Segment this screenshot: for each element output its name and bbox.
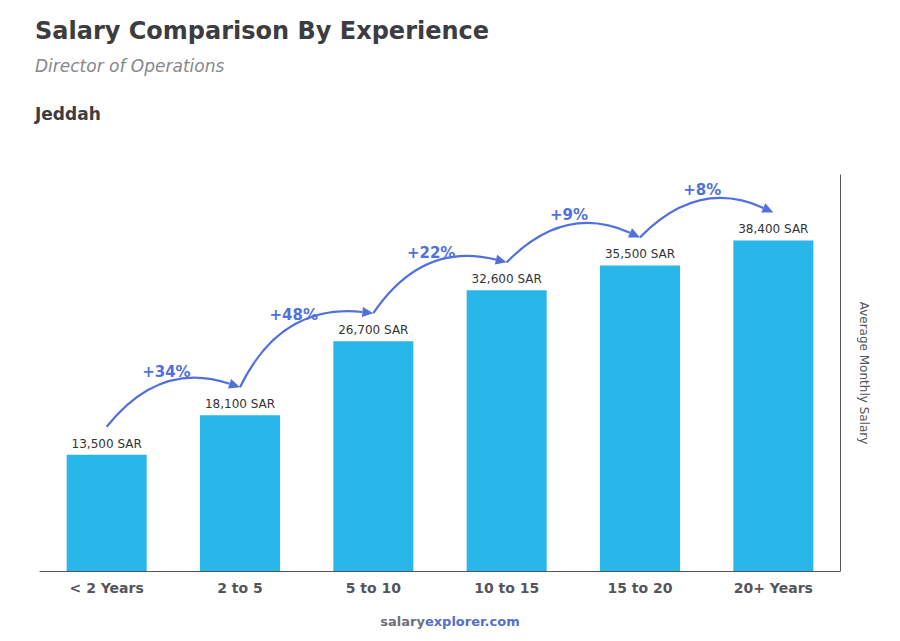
- svg-text:18,100 SAR: 18,100 SAR: [205, 397, 275, 411]
- svg-text:26,700 SAR: 26,700 SAR: [338, 323, 408, 337]
- svg-text:+8%: +8%: [683, 181, 721, 199]
- svg-text:20+ Years: 20+ Years: [734, 580, 813, 596]
- svg-text:13,500 SAR: 13,500 SAR: [72, 437, 142, 451]
- svg-text:15 to 20: 15 to 20: [607, 580, 672, 596]
- svg-text:35,500 SAR: 35,500 SAR: [605, 247, 675, 261]
- svg-text:10 to 15: 10 to 15: [474, 580, 539, 596]
- svg-text:32,600 SAR: 32,600 SAR: [472, 272, 542, 286]
- svg-text:< 2 Years: < 2 Years: [70, 580, 144, 596]
- svg-text:Salary Comparison By Experienc: Salary Comparison By Experience: [35, 17, 489, 45]
- svg-text:Jeddah: Jeddah: [34, 104, 101, 124]
- svg-text:salary: salary: [380, 614, 425, 629]
- svg-text:5 to 10: 5 to 10: [346, 580, 402, 596]
- svg-text:+22%: +22%: [407, 244, 455, 262]
- svg-text:+48%: +48%: [269, 306, 317, 324]
- svg-text:explorer.com: explorer.com: [425, 614, 520, 629]
- svg-text:38,400 SAR: 38,400 SAR: [738, 222, 808, 236]
- svg-text:+34%: +34%: [142, 363, 190, 381]
- svg-text:Average Monthly Salary: Average Monthly Salary: [857, 302, 871, 445]
- svg-text:2 to 5: 2 to 5: [217, 580, 263, 596]
- svg-text:Director of Operations: Director of Operations: [35, 56, 224, 76]
- svg-text:+9%: +9%: [550, 206, 588, 224]
